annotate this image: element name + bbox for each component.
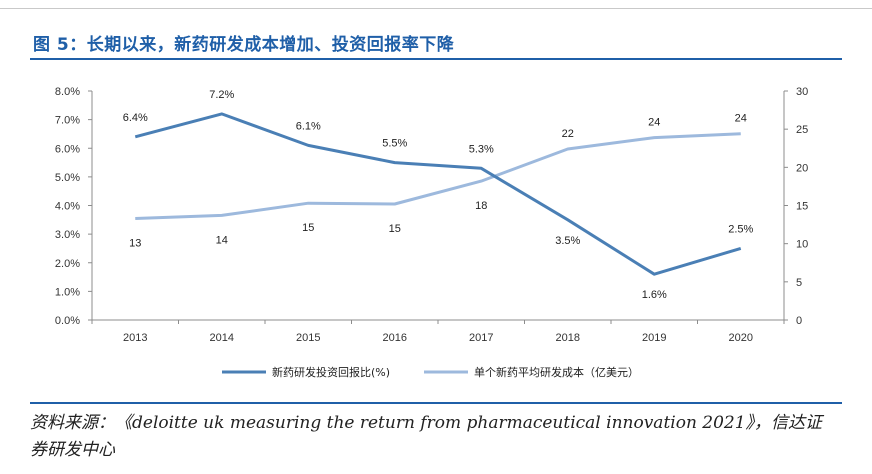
left-tick-label: 0.0%	[55, 315, 80, 327]
left-tick-label: 1.0%	[55, 286, 80, 298]
roi-data-label: 5.3%	[469, 143, 494, 155]
right-tick-label: 15	[796, 201, 808, 213]
cost-data-label: 24	[648, 117, 660, 129]
roi-data-label: 5.5%	[382, 138, 407, 150]
roi-data-label: 6.1%	[296, 120, 321, 132]
x-tick-label: 2018	[556, 332, 580, 344]
left-tick-label: 8.0%	[55, 86, 80, 98]
roi-data-label: 7.2%	[209, 89, 234, 101]
cost-data-label: 15	[389, 223, 401, 235]
left-tick-label: 5.0%	[55, 172, 80, 184]
roi-data-label: 6.4%	[123, 112, 148, 124]
figure-title: 图 5：长期以来，新药研发成本增加、投资回报率下降	[33, 35, 455, 55]
x-tick-label: 2014	[210, 332, 234, 344]
rd-cost-series-line	[135, 132, 741, 220]
right-tick-label: 5	[796, 277, 802, 289]
title-divider	[30, 58, 842, 60]
x-tick-label: 2017	[469, 332, 493, 344]
x-tick-label: 2020	[729, 332, 753, 344]
right-tick-label: 0	[796, 315, 802, 327]
x-tick-label: 2015	[296, 332, 320, 344]
roi-data-label: 3.5%	[555, 235, 580, 247]
roi-series-line	[134, 112, 742, 276]
x-tick-label: 2019	[642, 332, 666, 344]
left-tick-label: 2.0%	[55, 258, 80, 270]
x-tick-label: 2016	[383, 332, 407, 344]
roi-data-label: 2.5%	[728, 223, 753, 235]
right-tick-label: 10	[796, 239, 808, 251]
roi-data-label: 1.6%	[642, 289, 667, 301]
source-divider	[30, 402, 842, 404]
left-tick-label: 4.0%	[55, 201, 80, 213]
right-tick-label: 30	[796, 86, 808, 98]
cost-data-label: 14	[216, 234, 228, 246]
cost-data-label: 22	[562, 128, 574, 140]
legend-label-cost: 单个新药平均研发成本（亿美元）	[474, 365, 639, 379]
source-note: 资料来源：《deloitte uk measuring the return f…	[30, 413, 823, 460]
right-tick-label: 25	[796, 124, 808, 136]
dual-axis-line-chart: 0.0% 1.0% 2.0% 3.0% 4.0% 5.0% 6.0% 7.0% 8.0% 0 5 10…	[55, 86, 808, 379]
left-tick-label: 3.0%	[55, 229, 80, 241]
cost-data-label: 18	[475, 200, 487, 212]
top-divider	[0, 8, 872, 9]
legend-label-roi: 新药研发投资回报比(%)	[272, 365, 390, 379]
cost-data-label: 15	[302, 222, 314, 234]
x-tick-label: 2013	[123, 332, 147, 344]
cost-data-label: 13	[129, 237, 141, 249]
cost-data-label: 24	[735, 113, 747, 125]
left-tick-label: 7.0%	[55, 115, 80, 127]
left-tick-label: 6.0%	[55, 143, 80, 155]
right-tick-label: 20	[796, 162, 808, 174]
